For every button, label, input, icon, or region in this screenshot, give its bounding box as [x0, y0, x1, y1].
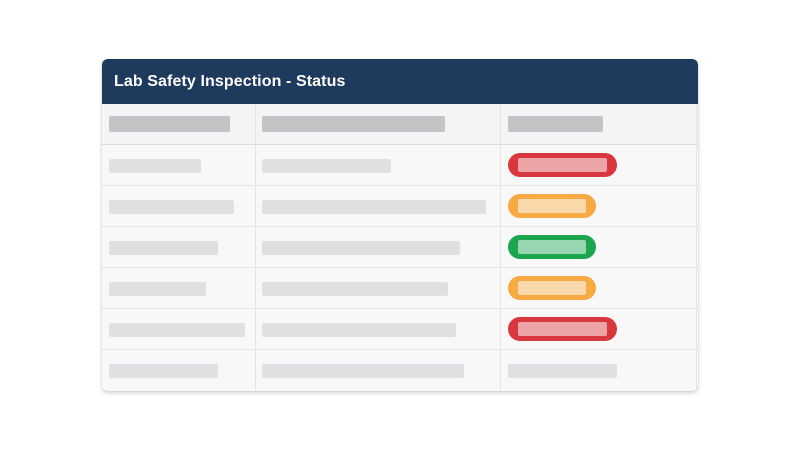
cell-placeholder [109, 200, 234, 214]
badge-placeholder [518, 240, 586, 254]
table-row[interactable] [102, 227, 698, 268]
table-header-row [102, 104, 698, 145]
panel-title: Lab Safety Inspection - Status [114, 72, 346, 90]
column-divider [500, 104, 501, 391]
table-row[interactable] [102, 350, 698, 391]
cell-placeholder [109, 159, 201, 173]
header-placeholder-item [109, 116, 230, 132]
table-row[interactable] [102, 309, 698, 350]
panel-header: Lab Safety Inspection - Status [102, 59, 698, 104]
table-row[interactable] [102, 145, 698, 186]
cell-placeholder [262, 200, 486, 214]
cell-placeholder [262, 159, 391, 173]
table-row[interactable] [102, 186, 698, 227]
cell-placeholder [262, 241, 460, 255]
status-table [102, 104, 698, 391]
status-badge-warning [508, 276, 596, 300]
status-badge-critical [508, 317, 617, 341]
badge-placeholder [518, 158, 607, 172]
column-divider [255, 104, 256, 391]
column-divider [696, 104, 697, 391]
cell-placeholder [508, 364, 617, 378]
cell-placeholder [262, 282, 448, 296]
cell-placeholder [262, 323, 456, 337]
cell-placeholder [262, 364, 464, 378]
cell-placeholder [109, 323, 245, 337]
badge-placeholder [518, 281, 586, 295]
cell-placeholder [109, 282, 206, 296]
header-placeholder-description [262, 116, 445, 132]
status-badge-critical [508, 153, 617, 177]
inspection-status-panel: Lab Safety Inspection - Status [102, 59, 698, 391]
table-row[interactable] [102, 268, 698, 309]
status-badge-warning [508, 194, 596, 218]
status-badge-pass [508, 235, 596, 259]
badge-placeholder [518, 199, 586, 213]
cell-placeholder [109, 241, 218, 255]
badge-placeholder [518, 322, 607, 336]
header-placeholder-status [508, 116, 603, 132]
cell-placeholder [109, 364, 218, 378]
